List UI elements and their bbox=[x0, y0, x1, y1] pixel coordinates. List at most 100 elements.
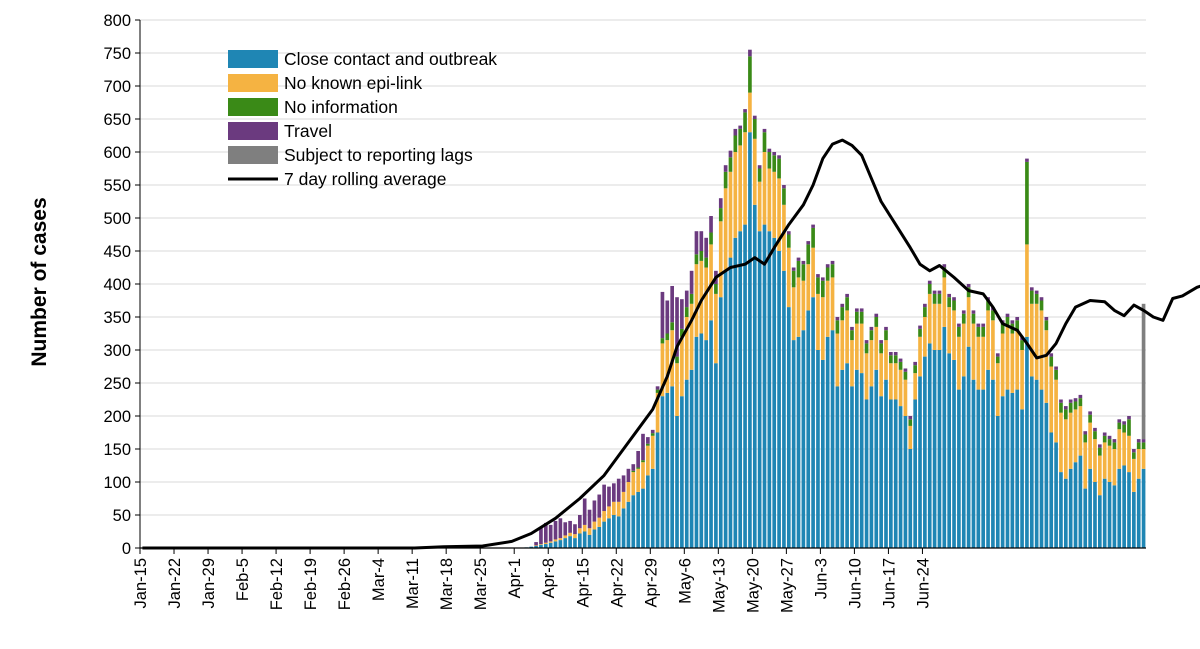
bar-segment bbox=[981, 326, 986, 337]
bar-segment bbox=[1122, 465, 1126, 548]
bar-segment bbox=[1122, 421, 1126, 425]
x-tick-label: Jan-22 bbox=[166, 558, 184, 608]
x-tick-label: Feb-26 bbox=[336, 558, 354, 610]
bar-segment bbox=[718, 221, 723, 298]
bar-segment bbox=[1054, 366, 1058, 370]
bar-segment bbox=[728, 257, 733, 548]
bar-segment bbox=[1034, 293, 1039, 304]
bar-segment bbox=[1054, 369, 1058, 380]
bar-segment bbox=[1127, 472, 1131, 548]
bar-segment bbox=[923, 307, 927, 317]
bar-segment bbox=[665, 392, 670, 548]
x-tick-label: Jan-15 bbox=[132, 558, 150, 608]
bar-segment bbox=[704, 267, 709, 341]
bar-segment bbox=[1098, 447, 1102, 456]
bar-segment bbox=[801, 330, 806, 548]
bar-segment bbox=[947, 353, 952, 548]
bar-segment bbox=[937, 350, 942, 548]
bar-segment bbox=[893, 351, 898, 356]
bar-segment bbox=[577, 515, 582, 529]
bar-segment bbox=[898, 358, 903, 362]
bar-segment bbox=[966, 287, 971, 298]
bar-segment bbox=[1112, 439, 1117, 443]
rolling-average-line-layer bbox=[142, 138, 1200, 550]
bar-segment bbox=[927, 343, 932, 548]
y-axis-label: Number of cases bbox=[28, 197, 51, 366]
x-tick-label: Mar-18 bbox=[438, 558, 456, 610]
bar-segment bbox=[568, 520, 572, 533]
bar-segment bbox=[991, 320, 995, 380]
bar-segment bbox=[1029, 290, 1034, 304]
bar-segment bbox=[850, 326, 854, 331]
x-tick-label: Apr-8 bbox=[540, 558, 558, 598]
bar-segment bbox=[840, 303, 845, 308]
bar-segment bbox=[874, 313, 879, 317]
bar-segment bbox=[947, 293, 952, 298]
bar-segment bbox=[791, 270, 796, 288]
bar-segment bbox=[660, 396, 665, 548]
bar-segment bbox=[587, 534, 592, 548]
bar-segment bbox=[694, 264, 699, 337]
bar-segment bbox=[864, 353, 869, 400]
bar-segment bbox=[1029, 376, 1034, 548]
bar-segment bbox=[1132, 452, 1136, 459]
bar-segment bbox=[723, 165, 728, 172]
bar-segment bbox=[811, 227, 815, 248]
bar-segment bbox=[947, 307, 952, 354]
bar-segment bbox=[587, 509, 592, 529]
bar-segment bbox=[850, 386, 854, 548]
bar-segment bbox=[767, 231, 772, 548]
bar-segment bbox=[893, 363, 898, 400]
bar-segment bbox=[616, 501, 621, 517]
bar-segment bbox=[748, 132, 752, 548]
bar-segment bbox=[869, 386, 874, 548]
bar-segment bbox=[1005, 317, 1010, 327]
bar-segment bbox=[1117, 468, 1122, 548]
bar-segment bbox=[1068, 402, 1073, 413]
bar-segment bbox=[806, 310, 811, 548]
bar-segment bbox=[626, 482, 631, 502]
bar-segment bbox=[976, 389, 981, 548]
bar-segment bbox=[1054, 442, 1058, 548]
bar-segment bbox=[903, 379, 908, 416]
bar-segment bbox=[670, 322, 674, 331]
bar-segment bbox=[539, 527, 543, 545]
bar-segment bbox=[942, 267, 947, 278]
legend-label: No information bbox=[284, 97, 398, 117]
bar-segment bbox=[995, 363, 1000, 416]
bar-segment bbox=[684, 290, 689, 308]
bar-segment bbox=[665, 340, 670, 393]
bar-segment bbox=[616, 516, 621, 548]
bar-segment bbox=[908, 425, 913, 449]
bar-segment bbox=[1093, 482, 1097, 548]
bar-segment bbox=[592, 529, 597, 548]
y-tick-label: 300 bbox=[103, 342, 131, 360]
bar-segment bbox=[1083, 442, 1088, 489]
legend-label: Travel bbox=[284, 121, 332, 141]
bar-segment bbox=[752, 115, 757, 119]
bar-segment bbox=[558, 540, 563, 548]
bar-segment bbox=[1044, 402, 1049, 548]
bar-segment bbox=[723, 270, 728, 548]
x-tick-label: Jun-24 bbox=[914, 558, 932, 608]
bar-segment bbox=[694, 231, 699, 255]
bar-segment bbox=[670, 285, 674, 323]
bar-segment bbox=[961, 313, 966, 324]
bar-segment bbox=[772, 155, 777, 172]
bar-segment bbox=[1020, 409, 1024, 548]
bar-segment bbox=[1088, 422, 1092, 469]
bar-segment bbox=[1141, 439, 1146, 443]
bar-segment bbox=[1141, 442, 1146, 449]
bar-segment bbox=[908, 449, 913, 548]
legend-label: Close contact and outbreak bbox=[284, 49, 497, 69]
bar-segment bbox=[1122, 432, 1126, 466]
bar-segment bbox=[1039, 389, 1044, 548]
bar-segment bbox=[602, 511, 606, 522]
bar-segment bbox=[830, 264, 835, 278]
bar-segment bbox=[986, 310, 990, 370]
bar-segment bbox=[577, 528, 582, 534]
bar-segment bbox=[816, 293, 820, 350]
bar-segment bbox=[553, 520, 558, 540]
bar-segment bbox=[602, 484, 606, 512]
bar-segment bbox=[816, 277, 820, 294]
